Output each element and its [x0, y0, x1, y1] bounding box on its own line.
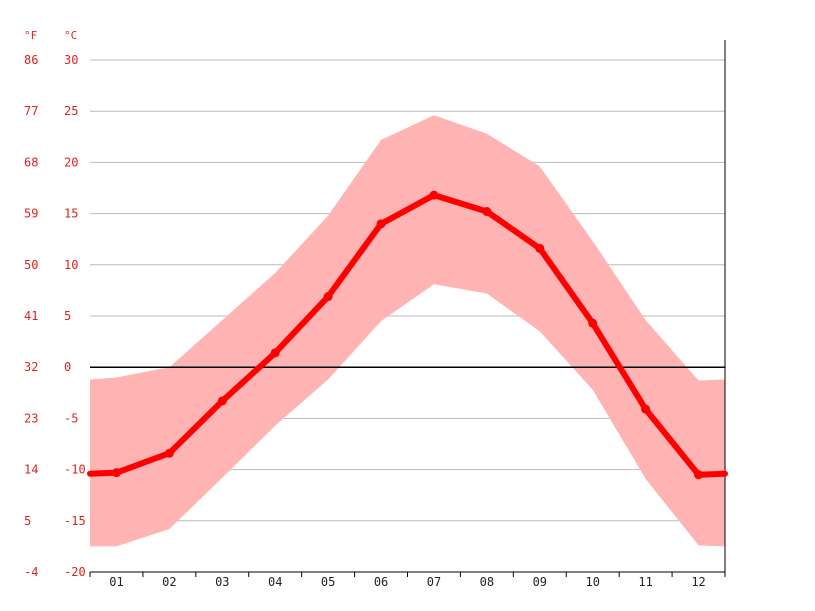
x-tick-label-09: 09: [533, 575, 547, 589]
mean-point-12: [694, 470, 704, 480]
mean-point-11: [641, 404, 651, 414]
temperature-range-band: [90, 115, 725, 547]
y-tick-label-fahrenheit: 41: [24, 309, 38, 323]
y-tick-label-celsius: 25: [64, 104, 78, 118]
x-tick-label-03: 03: [215, 575, 229, 589]
y-tick-label-celsius: 10: [64, 258, 78, 272]
mean-point-01: [111, 468, 121, 478]
fahrenheit-unit-label: °F: [24, 29, 37, 42]
mean-point-10: [588, 318, 598, 328]
mean-point-08: [482, 207, 492, 217]
x-axis-labels: 01 02 03 04 05 06 07 08 09 10 11 12: [109, 575, 706, 589]
x-tick-label-11: 11: [638, 575, 652, 589]
x-tick-label-01: 01: [109, 575, 123, 589]
y-tick-label-celsius: -5: [64, 411, 78, 425]
mean-point-03: [217, 396, 227, 406]
x-tick-label-02: 02: [162, 575, 176, 589]
y-axis-celsius-labels: 30 25 20 15 10 5 0 -5 -10 -15 -20: [64, 53, 86, 579]
y-tick-label-celsius: 30: [64, 53, 78, 67]
x-tick-label-12: 12: [691, 575, 705, 589]
x-tick-label-08: 08: [480, 575, 494, 589]
mean-point-09: [535, 243, 545, 253]
y-tick-label-fahrenheit: 86: [24, 53, 38, 67]
mean-point-06: [376, 219, 386, 229]
x-axis-ticks: [89, 572, 726, 577]
mean-point-04: [270, 348, 280, 358]
celsius-unit-label: °C: [64, 29, 77, 42]
y-tick-label-fahrenheit: -4: [24, 565, 38, 579]
y-tick-label-celsius: 20: [64, 155, 78, 169]
y-tick-label-fahrenheit: 23: [24, 411, 38, 425]
mean-point-05: [323, 292, 333, 302]
x-tick-label-05: 05: [321, 575, 335, 589]
y-tick-label-fahrenheit: 5: [24, 514, 31, 528]
y-tick-label-fahrenheit: 32: [24, 360, 38, 374]
y-tick-label-fahrenheit: 77: [24, 104, 38, 118]
y-tick-label-fahrenheit: 68: [24, 155, 38, 169]
y-tick-label-fahrenheit: 50: [24, 258, 38, 272]
y-tick-label-celsius: 0: [64, 360, 71, 374]
mean-temperature-line: [87, 192, 728, 478]
x-tick-label-07: 07: [427, 575, 441, 589]
x-tick-label-10: 10: [585, 575, 599, 589]
x-tick-label-06: 06: [374, 575, 388, 589]
y-axis-fahrenheit-labels: 86 77 68 59 50 41 32 23 14 5 -4: [24, 53, 38, 579]
y-tick-label-celsius: -15: [64, 514, 86, 528]
x-tick-label-04: 04: [268, 575, 282, 589]
mean-point-07: [429, 190, 439, 200]
y-tick-label-fahrenheit: 14: [24, 463, 38, 477]
y-tick-label-celsius: 5: [64, 309, 71, 323]
y-tick-label-celsius: 15: [64, 207, 78, 221]
mean-point-02: [164, 448, 174, 458]
y-tick-label-celsius: -10: [64, 463, 86, 477]
y-tick-label-celsius: -20: [64, 565, 86, 579]
mean-temperature-points: [111, 190, 704, 480]
y-tick-label-fahrenheit: 59: [24, 207, 38, 221]
